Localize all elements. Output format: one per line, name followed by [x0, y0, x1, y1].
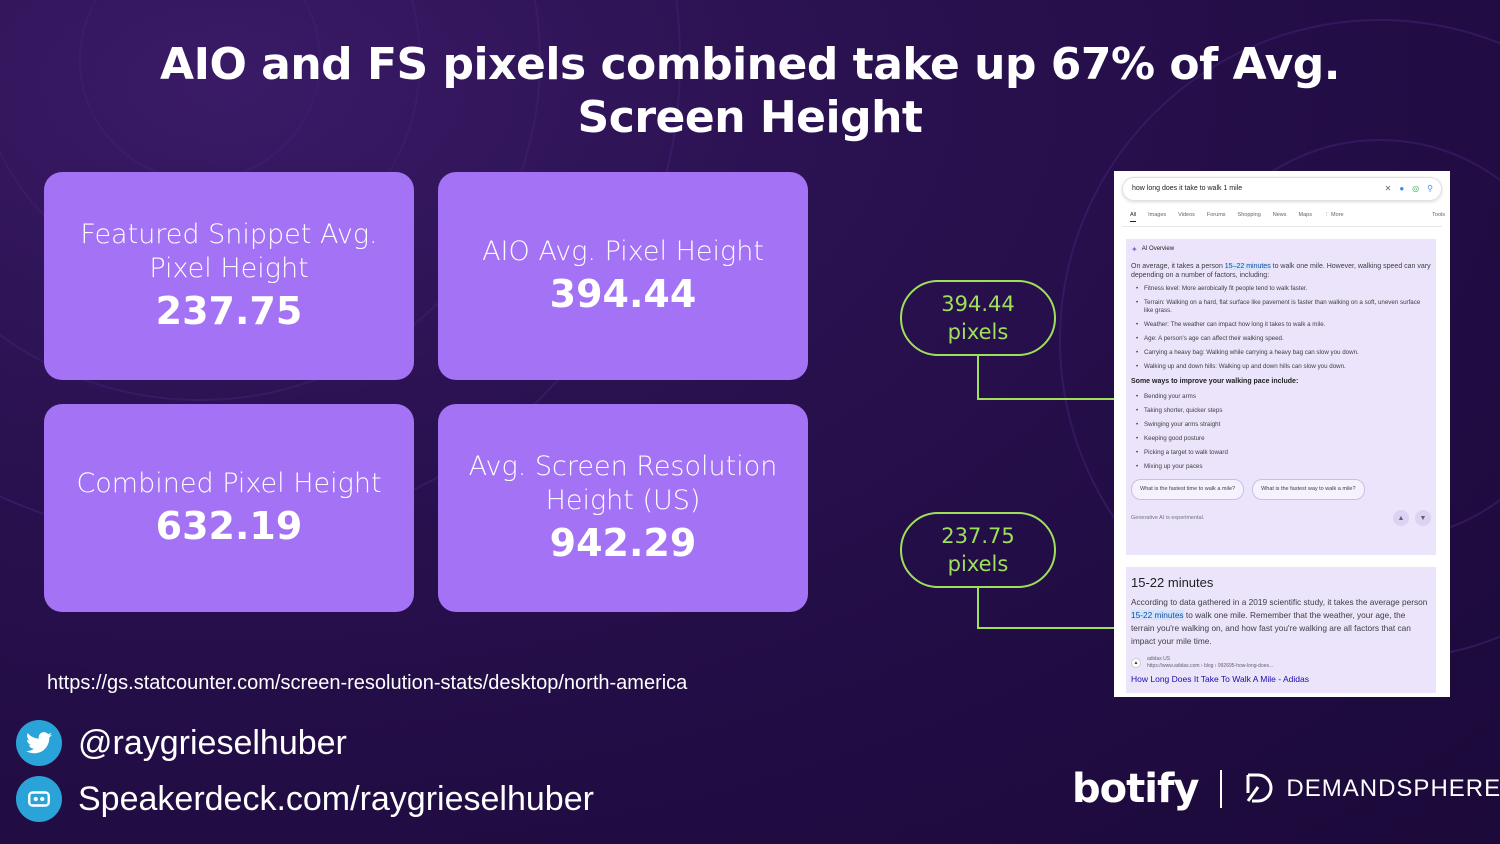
botify-logo: botify: [1072, 766, 1199, 812]
sponsor-logos: botify DEMANDSPHERE: [1072, 766, 1500, 812]
list-item: Picking a target to walk toward: [1136, 449, 1431, 457]
list-item: Carrying a heavy bag: Walking while carr…: [1136, 349, 1431, 357]
featured-snippet-title: 15-22 minutes: [1131, 575, 1214, 590]
close-icon: ✕: [1384, 184, 1392, 193]
fs-pixels-callout: 237.75 pixels: [900, 512, 1056, 588]
tab-shopping: Shopping: [1237, 212, 1261, 218]
ai-overview-heading: AI Overview: [1141, 246, 1175, 252]
tab-forums: Forums: [1206, 212, 1226, 218]
related-question-chip: What is the fastest time to walk a mile?: [1131, 479, 1245, 500]
aio-pixels-callout: 394.44 pixels: [900, 280, 1056, 356]
featured-snippet-source: ▲ adidas US https://www.adidas.com › blo…: [1131, 656, 1431, 670]
card-value: 632.19: [155, 504, 303, 548]
tab-tools: Tools: [1432, 212, 1445, 218]
related-questions: What is the fastest time to walk a mile?…: [1131, 479, 1431, 500]
ai-overview-header: ✦ AI Overview: [1131, 245, 1431, 254]
speakerdeck-row: Speakerdeck.com/raygrieselhuber: [16, 776, 594, 822]
tab-maps: Maps: [1298, 212, 1312, 218]
list-item: Age: A person's age can affect their wal…: [1136, 335, 1431, 343]
list-item: Terrain: Walking on a hard, flat surface…: [1136, 299, 1431, 315]
card-label: Combined Pixel Height: [76, 468, 382, 499]
tab-images: Images: [1148, 212, 1167, 218]
speakerdeck-icon: [16, 776, 62, 822]
combined-card: Combined Pixel Height 632.19: [44, 404, 414, 612]
featured-snippet-body: According to data gathered in a 2019 sci…: [1131, 597, 1428, 646]
ai-overview-intro: On average, it takes a person 15–22 minu…: [1131, 263, 1431, 279]
search-bar: how long does it take to walk 1 mile ✕ ●…: [1122, 177, 1442, 201]
improve-heading: Some ways to improve your walking pace i…: [1131, 378, 1299, 385]
microphone-icon: ●: [1399, 184, 1405, 193]
lens-icon: ◎: [1412, 184, 1420, 193]
list-item: Mixing up your paces: [1136, 463, 1431, 471]
thumbs-down-icon: ▼: [1415, 510, 1431, 526]
card-label: Avg. Screen Resolution Height (US): [468, 451, 778, 516]
logo-divider: [1220, 770, 1223, 808]
callout-unit: pixels: [947, 320, 1009, 344]
card-value: 394.44: [549, 272, 697, 316]
adidas-favicon-icon: ▲: [1131, 658, 1141, 668]
tab-divider: [1122, 226, 1442, 227]
screen-resolution-card: Avg. Screen Resolution Height (US) 942.2…: [438, 404, 808, 612]
tab-videos: Videos: [1178, 212, 1195, 218]
aio-card: AIO Avg. Pixel Height 394.44: [438, 172, 808, 380]
list-item: Swinging your arms straight: [1136, 421, 1431, 429]
ai-disclaimer: Generative AI is experimental.: [1131, 514, 1205, 521]
speakerdeck-url: Speakerdeck.com/raygrieselhuber: [78, 779, 594, 818]
tab-all: All: [1130, 212, 1137, 222]
card-value: 237.75: [155, 289, 303, 333]
demandsphere-logo-icon: [1246, 773, 1273, 803]
search-query: how long does it take to walk 1 mile: [1132, 185, 1243, 192]
callout-unit: pixels: [947, 552, 1009, 576]
related-question-chip: What is the fastest way to walk a mile?: [1252, 479, 1365, 500]
thumbs-up-icon: ▲: [1393, 510, 1409, 526]
search-icon: ⚲: [1427, 184, 1433, 193]
callout-value: 237.75: [941, 524, 1015, 548]
tab-news: News: [1272, 212, 1287, 218]
sparkle-icon: ✦: [1131, 245, 1138, 254]
list-item: Bending your arms: [1136, 393, 1431, 401]
source-url: https://gs.statcounter.com/screen-resolu…: [47, 672, 688, 694]
ai-overview-panel: ✦ AI Overview On average, it takes a per…: [1126, 239, 1436, 555]
featured-snippet-link: How Long Does It Take To Walk A Mile - A…: [1131, 674, 1309, 684]
card-label: Featured Snippet Avg. Pixel Height: [80, 219, 378, 284]
source-name: adidas US: [1147, 656, 1171, 662]
callout-value: 394.44: [941, 292, 1015, 316]
list-item: Walking up and down hills: Walking up an…: [1136, 363, 1431, 371]
tab-more: ⋮ More: [1324, 212, 1344, 218]
demandsphere-logo: DEMANDSPHERE: [1286, 775, 1500, 802]
factors-list: Fitness level: More aerobically fit peop…: [1136, 285, 1431, 371]
twitter-row: @raygrieselhuber: [16, 720, 347, 766]
card-label: AIO Avg. Pixel Height: [482, 236, 764, 267]
search-results-screenshot: how long does it take to walk 1 mile ✕ ●…: [1114, 171, 1450, 697]
card-value: 942.29: [549, 521, 697, 565]
featured-snippet-card: Featured Snippet Avg. Pixel Height 237.7…: [44, 172, 414, 380]
list-item: Weather: The weather can impact how long…: [1136, 321, 1431, 329]
list-item: Taking shorter, quicker steps: [1136, 407, 1431, 415]
featured-snippet-panel: 15-22 minutes According to data gathered…: [1126, 567, 1436, 693]
twitter-handle: @raygrieselhuber: [78, 723, 347, 762]
search-tabs: All Images Videos Forums Shopping News M…: [1130, 212, 1450, 222]
tips-list: Bending your arms Taking shorter, quicke…: [1136, 393, 1431, 471]
source-url: https://www.adidas.com › blog › 992695-h…: [1147, 663, 1274, 669]
list-item: Fitness level: More aerobically fit peop…: [1136, 285, 1431, 293]
list-item: Keeping good posture: [1136, 435, 1431, 443]
twitter-bird-icon: [16, 720, 62, 766]
slide-title: AIO and FS pixels combined take up 67% o…: [160, 39, 1340, 143]
ai-overview-footer: Generative AI is experimental. ▲ ▼: [1131, 510, 1431, 526]
